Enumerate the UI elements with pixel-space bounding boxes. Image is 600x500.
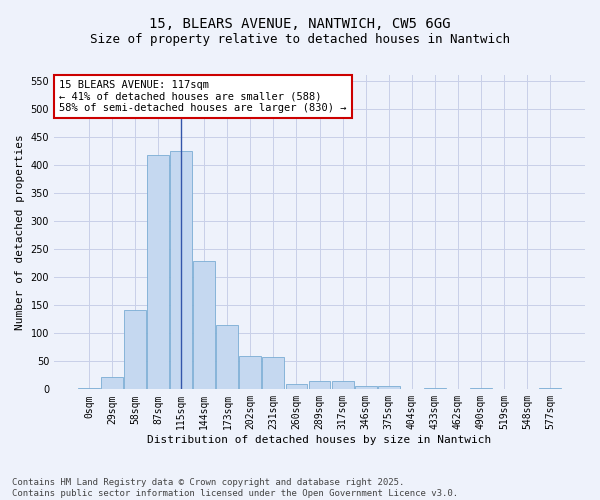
Bar <box>377 386 400 390</box>
Bar <box>170 152 192 390</box>
Bar <box>355 386 377 390</box>
Text: Size of property relative to detached houses in Nantwich: Size of property relative to detached ho… <box>90 32 510 46</box>
Bar <box>147 154 169 390</box>
Bar <box>424 388 446 390</box>
Text: 15, BLEARS AVENUE, NANTWICH, CW5 6GG: 15, BLEARS AVENUE, NANTWICH, CW5 6GG <box>149 18 451 32</box>
Text: Contains HM Land Registry data © Crown copyright and database right 2025.
Contai: Contains HM Land Registry data © Crown c… <box>12 478 458 498</box>
Y-axis label: Number of detached properties: Number of detached properties <box>15 134 25 330</box>
Bar <box>124 310 146 390</box>
Bar <box>101 377 123 390</box>
Bar <box>539 388 561 390</box>
Bar <box>239 356 262 390</box>
Bar <box>262 357 284 390</box>
X-axis label: Distribution of detached houses by size in Nantwich: Distribution of detached houses by size … <box>148 435 491 445</box>
Bar <box>308 382 331 390</box>
Bar <box>78 388 100 390</box>
Text: 15 BLEARS AVENUE: 117sqm
← 41% of detached houses are smaller (588)
58% of semi-: 15 BLEARS AVENUE: 117sqm ← 41% of detach… <box>59 80 347 113</box>
Bar <box>332 382 353 390</box>
Bar <box>470 388 492 390</box>
Bar <box>286 384 307 390</box>
Bar <box>217 325 238 390</box>
Bar <box>193 262 215 390</box>
